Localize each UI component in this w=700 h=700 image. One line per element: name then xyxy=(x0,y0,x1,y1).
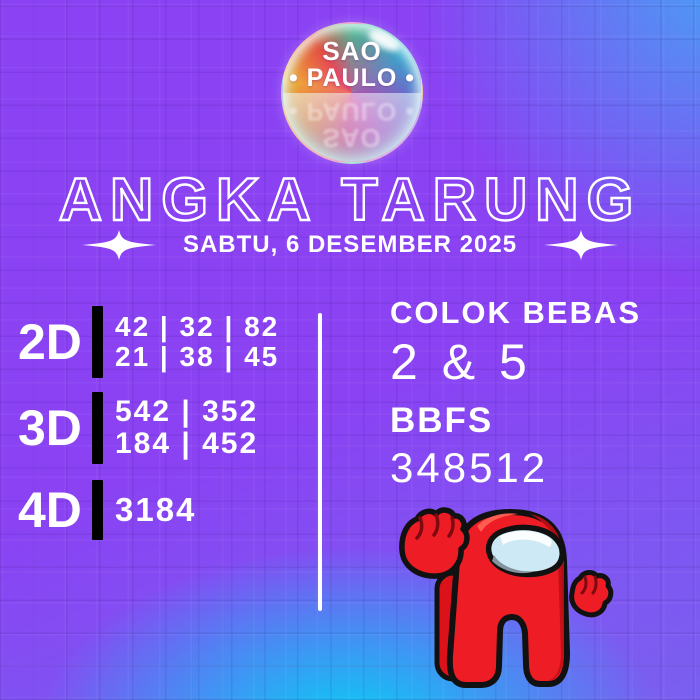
separator-bar xyxy=(92,392,103,464)
prediction-row-3d: 3D 542 | 352 184 | 452 xyxy=(18,392,258,464)
prediction-line: 21 | 38 | 45 xyxy=(115,341,280,372)
date-banner: SABTU, 6 DESEMBER 2025 xyxy=(0,230,700,260)
separator-bar xyxy=(92,306,103,378)
colok-bebas-label: COLOK BEBAS xyxy=(390,295,642,330)
prediction-line: 42 | 32 | 82 xyxy=(115,311,280,343)
logo-line2-reflection: • PAULO • xyxy=(288,97,416,125)
sao-paulo-bubble-logo: SAO • PAULO • SAO • PAULO • xyxy=(281,22,423,164)
prediction-values-4d: 3184 xyxy=(115,490,197,528)
prediction-line: 3184 xyxy=(115,490,197,528)
logo-line2: • PAULO • xyxy=(288,64,416,93)
logo-text-reflection: SAO • PAULO • xyxy=(283,97,421,154)
prediction-row-2d: 2D 42 | 32 | 82 21 | 38 | 45 xyxy=(18,306,279,378)
sparkle-right-icon xyxy=(543,230,619,260)
page-title: ANGKA TARUNG xyxy=(57,165,642,234)
bbfs-value: 348512 xyxy=(390,444,549,491)
prediction-values-3d: 542 | 352 184 | 452 xyxy=(115,396,258,460)
sparkle-left-icon xyxy=(81,230,157,260)
prediction-line: 184 | 452 xyxy=(115,427,259,460)
logo-line1: SAO xyxy=(322,36,382,66)
logo-text: SAO • PAULO • xyxy=(283,37,421,92)
column-divider xyxy=(318,313,322,611)
prediction-values-2d: 42 | 32 | 82 21 | 38 | 45 xyxy=(115,312,279,371)
prediction-line: 542 | 352 xyxy=(115,395,259,429)
bbfs-label: BBFS xyxy=(390,401,494,440)
among-us-crewmate-illustration xyxy=(399,507,614,688)
colok-bebas-value: 2 & 5 xyxy=(390,334,532,390)
prediction-row-4d: 4D 3184 xyxy=(18,480,196,540)
logo-line1-reflection: SAO xyxy=(322,123,382,154)
right-panel: COLOK BEBAS 2 & 5 BBFS 348512 xyxy=(390,295,690,492)
prediction-label-4d: 4D xyxy=(18,482,82,538)
bubble-lower-half xyxy=(283,93,421,162)
separator-bar xyxy=(92,480,103,540)
date-text: SABTU, 6 DESEMBER 2025 xyxy=(182,231,518,258)
prediction-label-2d: 2D xyxy=(18,314,82,370)
prediction-label-3d: 3D xyxy=(18,400,82,456)
